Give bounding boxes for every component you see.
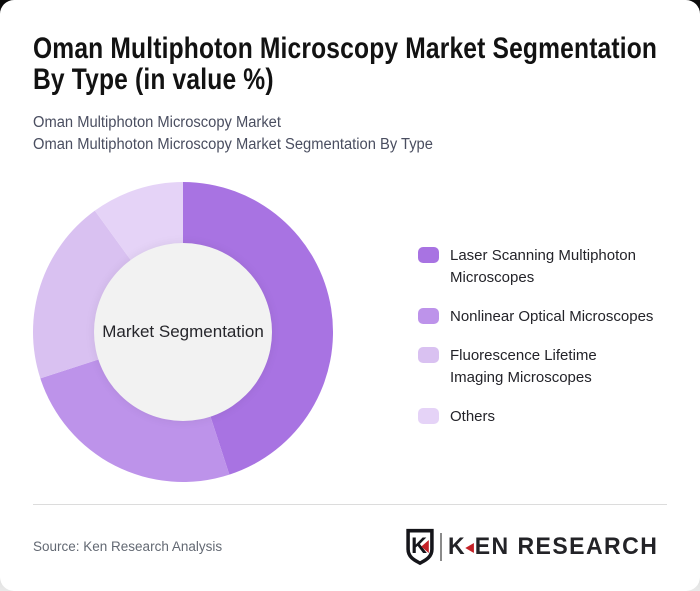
legend-item: Others bbox=[418, 406, 654, 428]
logo-letter-k: K bbox=[447, 533, 467, 560]
source-text: Source: Ken Research Analysis bbox=[33, 539, 223, 554]
logo-text-rest: EN RESEARCH bbox=[474, 533, 659, 560]
page-title: Oman Multiphoton Microscopy Market Segme… bbox=[33, 33, 657, 95]
legend-item: Fluorescence Lifetime Imaging Microscope… bbox=[418, 345, 654, 389]
page-title-line1: Oman Multiphoton Microscopy Market Segme… bbox=[33, 32, 658, 65]
legend-label: Fluorescence Lifetime Imaging Microscope… bbox=[450, 347, 597, 386]
page-subtitle-line2: Oman Multiphoton Microscopy Market Segme… bbox=[33, 136, 433, 153]
donut-center-label: Market Segmentation bbox=[102, 322, 264, 341]
legend-swatch bbox=[418, 347, 439, 363]
ken-research-shield-icon: K bbox=[406, 528, 434, 566]
page-title-line2: By Type (in value %) bbox=[33, 63, 274, 96]
legend-item: Nonlinear Optical Microscopes bbox=[418, 306, 654, 328]
legend-label: Nonlinear Optical Microscopes bbox=[450, 308, 654, 325]
ken-research-logo: K K EN RESEARCH bbox=[405, 527, 667, 567]
logo-red-triangle-icon bbox=[465, 543, 474, 553]
chart-legend: Laser Scanning Multiphoton Microscopes No… bbox=[418, 245, 654, 428]
donut-chart: Market Segmentation bbox=[33, 182, 333, 482]
page-subtitle: Oman Multiphoton Microscopy Market Oman … bbox=[33, 112, 433, 156]
logo-wordmark: K EN RESEARCH bbox=[448, 533, 658, 561]
legend-item: Laser Scanning Multiphoton Microscopes bbox=[418, 245, 654, 289]
svg-text:K: K bbox=[411, 533, 427, 558]
legend-swatch bbox=[418, 308, 439, 324]
logo-separator bbox=[439, 533, 442, 561]
footer-divider bbox=[33, 504, 667, 505]
legend-swatch bbox=[418, 408, 439, 424]
legend-swatch bbox=[418, 247, 439, 263]
legend-label: Laser Scanning Multiphoton Microscopes bbox=[450, 247, 636, 286]
donut-inner-circle bbox=[94, 243, 272, 421]
legend-label: Others bbox=[450, 408, 496, 425]
page-subtitle-line1: Oman Multiphoton Microscopy Market bbox=[33, 114, 281, 131]
